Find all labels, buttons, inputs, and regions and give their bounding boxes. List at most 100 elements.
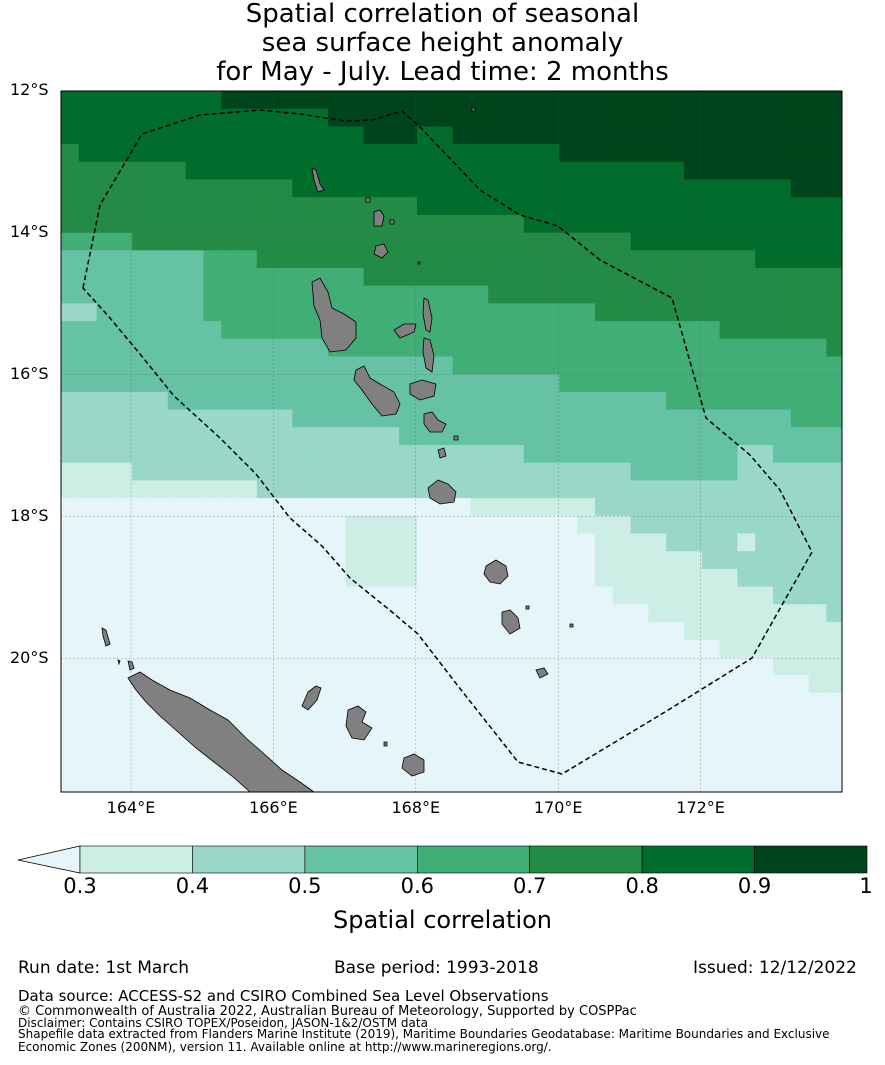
- grid-cell: [256, 391, 276, 411]
- grid-cell: [773, 692, 792, 712]
- grid-cell: [96, 533, 115, 552]
- grid-cell: [292, 568, 311, 588]
- grid-cell: [684, 126, 703, 145]
- grid-cell: [310, 250, 329, 269]
- grid-cell: [114, 604, 133, 623]
- grid-cell: [399, 179, 418, 198]
- grid-cell: [506, 515, 525, 535]
- pentecost: [422, 337, 435, 373]
- grid-cell: [221, 692, 240, 712]
- grid-cell: [559, 161, 578, 181]
- title-line-1: Spatial correlation of seasonal: [245, 0, 640, 29]
- grid-cell: [470, 409, 489, 428]
- grid-cell: [648, 214, 667, 234]
- grid-cell: [666, 108, 685, 127]
- grid-cell: [150, 551, 169, 570]
- grid-cell: [808, 692, 827, 712]
- grid-cell: [167, 657, 187, 676]
- grid-cell: [239, 250, 258, 269]
- grid-cell: [612, 303, 632, 322]
- grid-cell: [274, 710, 293, 729]
- grid-cell: [150, 427, 169, 446]
- grid-cell: [399, 197, 418, 216]
- grid-cell: [523, 214, 543, 234]
- grid-cell: [595, 391, 614, 411]
- grid-cell: [78, 445, 98, 464]
- grid-cell: [719, 445, 738, 464]
- grid-cell: [488, 91, 507, 110]
- grid-cell: [61, 409, 80, 428]
- grid-cell: [132, 551, 151, 570]
- grid-cell: [310, 763, 329, 782]
- grid-cell: [132, 179, 151, 198]
- grid-cell: [203, 462, 222, 481]
- grid-cell: [381, 710, 400, 729]
- grid-cell: [399, 391, 418, 411]
- grid-cell: [773, 250, 792, 269]
- grid-cell: [523, 445, 543, 464]
- grid-cell: [61, 161, 80, 181]
- grid-cell: [96, 179, 115, 198]
- grid-cell: [61, 356, 80, 375]
- grid-cell: [399, 675, 418, 694]
- malekula: [353, 365, 401, 417]
- grid-cell: [399, 480, 418, 499]
- grid-cell: [345, 285, 365, 304]
- grid-cell: [274, 480, 293, 499]
- grid-cell: [719, 675, 738, 694]
- grid-cell: [185, 586, 204, 605]
- grid-cell: [61, 197, 80, 216]
- colorbar-segment: [416, 845, 530, 874]
- grid-cell: [737, 692, 756, 712]
- grid-cell: [221, 533, 240, 552]
- grid-cell: [399, 356, 418, 375]
- grid-cell: [773, 338, 792, 358]
- grid-cell: [559, 586, 578, 605]
- grid-cell: [470, 515, 489, 535]
- grid-cell: [612, 763, 632, 782]
- grid-cell: [701, 214, 721, 234]
- grid-cell: [701, 356, 721, 375]
- grid-cell: [417, 657, 436, 676]
- grid-cell: [755, 303, 774, 322]
- grid-cell: [256, 179, 276, 198]
- grid-cell: [488, 498, 507, 517]
- grid-cell: [239, 675, 258, 694]
- grid-cell: [684, 214, 703, 234]
- grid-cell: [221, 657, 240, 676]
- grid-cell: [452, 321, 471, 340]
- grid-cell: [363, 91, 382, 110]
- grid-cell: [167, 622, 187, 641]
- grid-cell: [239, 657, 258, 676]
- grid-cell: [506, 710, 525, 729]
- grid-cell: [96, 445, 115, 464]
- grid-cell: [666, 338, 685, 358]
- grid-cell: [203, 692, 222, 712]
- grid-cell: [577, 604, 596, 623]
- grid-cell: [239, 179, 258, 198]
- grid-cell: [826, 285, 842, 304]
- grid-cell: [506, 356, 525, 375]
- grid-cell: [470, 445, 489, 464]
- grid-cell: [203, 321, 222, 340]
- grid-cell: [790, 108, 810, 127]
- grid-cell: [363, 356, 382, 375]
- grid-cell: [470, 462, 489, 481]
- grid-cell: [790, 498, 810, 517]
- grid-cell: [221, 427, 240, 446]
- grid-cell: [221, 321, 240, 340]
- grid-cell: [221, 91, 240, 110]
- grid-cell: [773, 409, 792, 428]
- grid-cell: [150, 498, 169, 517]
- grid-cell: [808, 108, 827, 127]
- grid-cell: [328, 586, 347, 605]
- grid-cell: [132, 427, 151, 446]
- grid-cell: [61, 763, 80, 782]
- lat-label: 16°S: [10, 364, 49, 383]
- grid-cell: [256, 657, 276, 676]
- grid-cell: [701, 91, 721, 110]
- grid-cell: [399, 285, 418, 304]
- grid-cell: [399, 515, 418, 535]
- grid-cell: [381, 622, 400, 641]
- grid-cell: [310, 409, 329, 428]
